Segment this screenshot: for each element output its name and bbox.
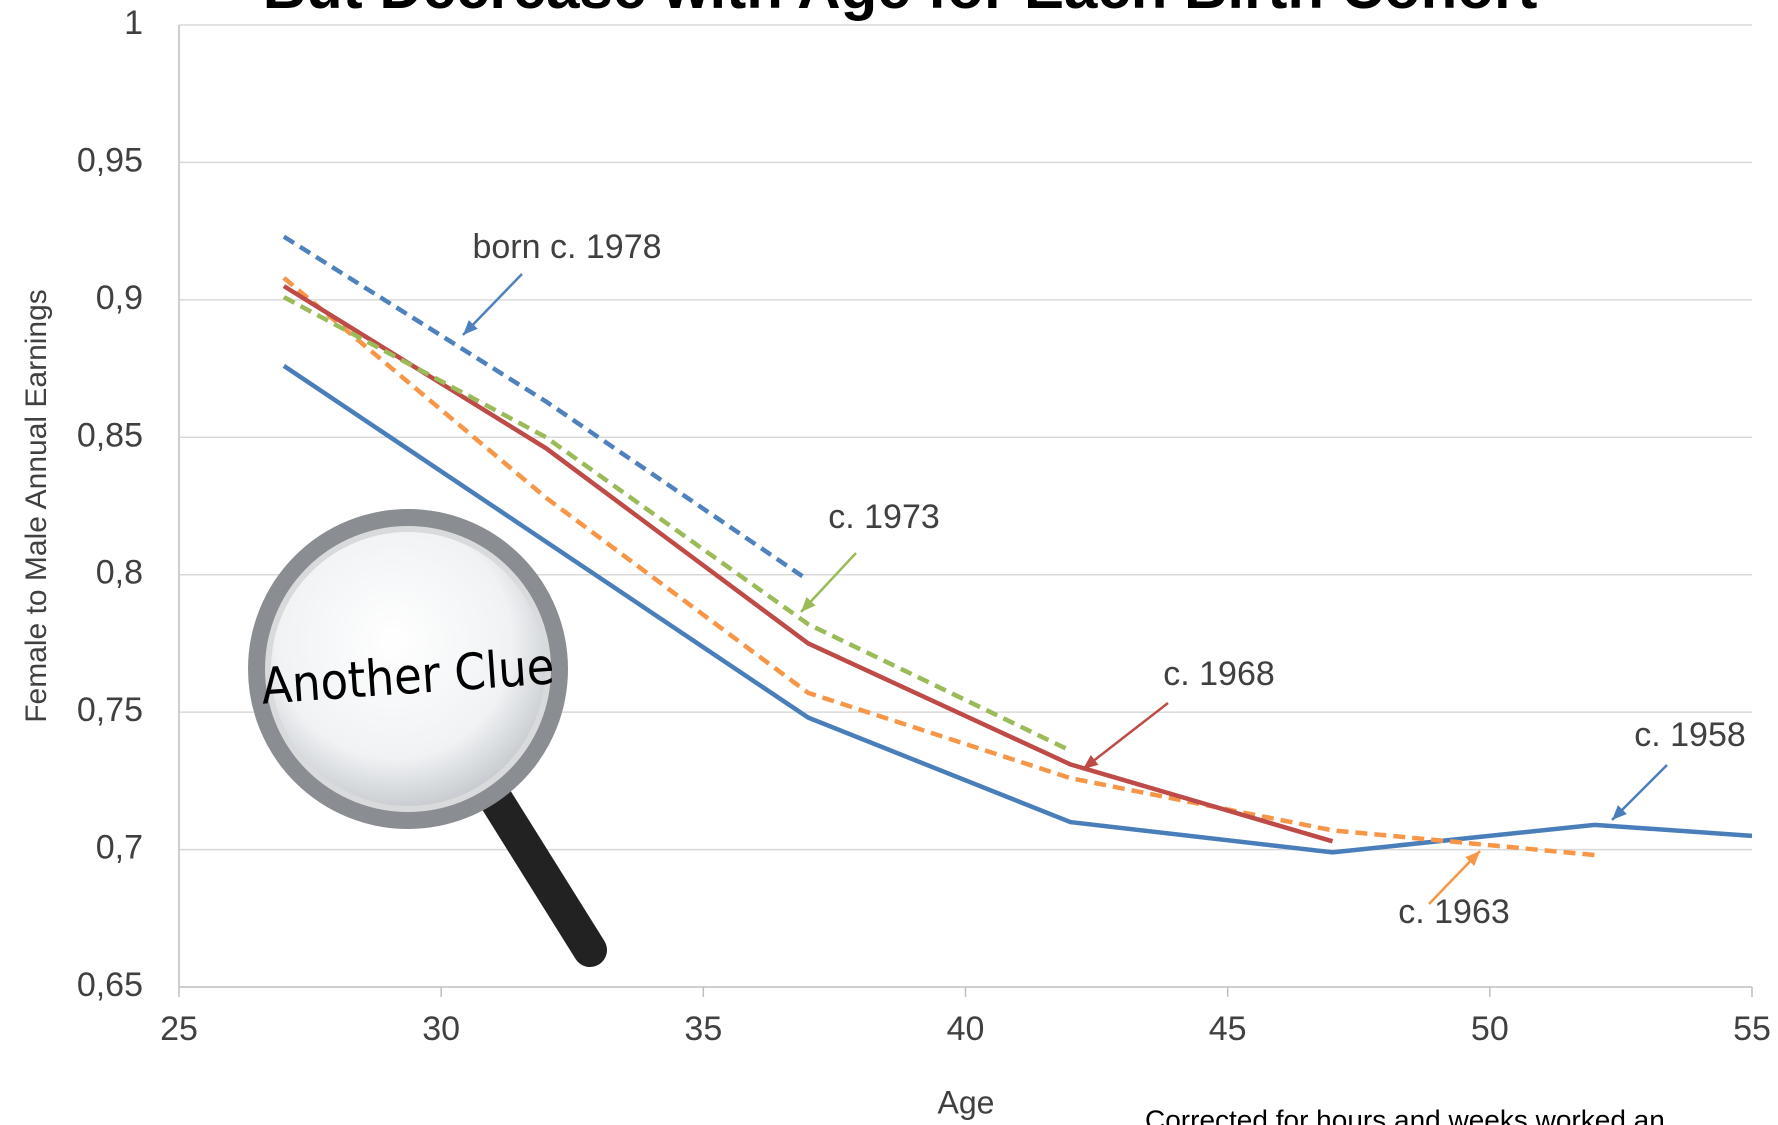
x-tick-label: 40 [947,1010,985,1048]
series-label: c. 1973 [828,498,940,536]
y-tick-label: 0,7 [96,829,143,867]
chart-title: But Decrease with Age for Each Birth Coh… [263,0,1538,21]
series-label: c. 1968 [1163,655,1275,693]
x-axis-label: Age [938,1084,995,1120]
x-tick-label: 35 [684,1010,722,1048]
magnifier: Another Clue [258,519,590,950]
label-arrow [1083,703,1168,769]
y-tick-label: 0,8 [96,554,143,592]
y-axis-label: Female to Male Annual Earnings [20,289,53,723]
y-tick-label: 0,95 [77,141,143,179]
series-label: c. 1963 [1398,893,1510,931]
y-tick-label: 0,85 [77,416,143,454]
plot-area: 0,65 0,7 0,75 0,8 0,85 0,9 0,95 1 25 30 35 40 45 50 55… [77,4,1771,1048]
series-label: born c. 1978 [472,228,661,266]
x-tick-label: 50 [1471,1010,1509,1048]
y-tick-label: 0,75 [77,691,143,729]
footnote: Corrected for hours and weeks worked an [1145,1104,1665,1125]
arrow-head [1083,755,1098,769]
y-tick-label: 1 [124,4,143,42]
series-label: c. 1958 [1634,716,1746,754]
y-tick-label: 0,9 [96,279,143,317]
y-tick-label: 0,65 [77,966,143,1004]
x-tick-label: 45 [1209,1010,1247,1048]
chart: But Decrease with Age for Each Birth Coh… [0,0,1778,1125]
x-tick-label: 30 [422,1010,460,1048]
x-tick-label: 55 [1733,1010,1771,1048]
x-tick-label: 25 [160,1010,198,1048]
